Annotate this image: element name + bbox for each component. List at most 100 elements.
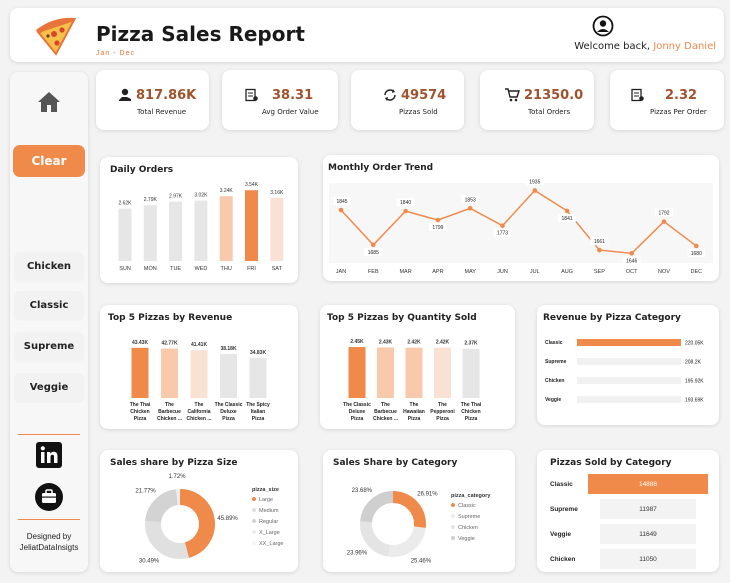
tick-label: The: [165, 402, 174, 408]
data-label: 3.02K: [194, 193, 208, 199]
data-label-bg: [558, 213, 577, 222]
slice: [360, 521, 391, 557]
linkedin-icon[interactable]: [36, 442, 62, 468]
brand-label: JeliatDataInsigts: [19, 543, 79, 552]
tick-label: The: [438, 402, 447, 408]
legend-label: Medium: [259, 508, 279, 514]
bar: [577, 358, 676, 365]
data-label: 1680: [691, 251, 702, 257]
data-point: [564, 208, 570, 214]
portfolio-icon[interactable]: [34, 482, 64, 512]
tick-label: Classic: [545, 340, 563, 346]
data-point: [500, 223, 505, 228]
data-label-bg: [428, 223, 447, 232]
tick-label: The Spicy: [246, 402, 270, 408]
tick-label: The Thai: [130, 402, 151, 408]
data-label: 2.97K: [169, 194, 183, 200]
filter-chicken-button[interactable]: Chicken: [14, 252, 84, 282]
tick-label: Hawaiian: [403, 409, 425, 415]
legend-label: Veggie: [458, 536, 475, 542]
tick-label: JUN: [497, 269, 508, 275]
bar: [249, 357, 267, 398]
row-label: Supreme: [550, 506, 578, 513]
chart-title: Pizzas Sold by Category: [550, 458, 672, 468]
data-point: [371, 242, 376, 248]
data-label-bg: [590, 237, 609, 246]
data-label-bg: [687, 248, 706, 257]
divider: [18, 434, 80, 435]
filter-veggie-button[interactable]: Veggie: [14, 373, 84, 403]
data-label: 2.79K: [144, 197, 158, 203]
data-label: 23.96%: [347, 551, 368, 557]
data-label: 41.41K: [191, 342, 208, 348]
slice: [145, 489, 179, 523]
data-label: 38.18K: [220, 346, 237, 352]
tick-label: Supreme: [545, 359, 567, 365]
tick-label: The: [410, 402, 419, 408]
tick-label: SAT: [272, 266, 283, 272]
tick-label: JUL: [530, 269, 540, 275]
refresh-dollar-icon: [384, 89, 396, 101]
tick-label: AUG: [561, 269, 573, 275]
kpi-value: 817.86K: [136, 88, 197, 103]
kpi-label: Avg Order Value: [262, 108, 319, 116]
tick-label: NOV: [658, 269, 670, 275]
tick-label: Pizza: [408, 416, 421, 422]
filter-classic-button[interactable]: Classic: [14, 291, 84, 321]
slice: [145, 520, 189, 559]
legend-label: XX_Large: [259, 541, 283, 547]
data-label: 23.68%: [352, 488, 373, 494]
data-point: [338, 207, 344, 213]
kpi-pizzas-per-order: 2.32 Pizzas Per Order: [610, 70, 724, 130]
designed-by-label: Designed by: [26, 532, 72, 541]
tick-label: SUN: [119, 266, 131, 272]
data-label: 2.62K: [118, 201, 132, 207]
monthly-trend-chart: 1845 JAN 1685 FEB 1840 MAR 1799 APR 1853 MAY 1773 J…: [329, 177, 713, 275]
bar: [405, 347, 423, 398]
data-point: [597, 247, 602, 253]
data-label: 1.72%: [169, 474, 187, 480]
bar: [245, 190, 258, 261]
user-name: Jonny Daniel: [653, 41, 716, 52]
legend-label: Regular: [259, 519, 278, 525]
tick-label: Chicken ...: [373, 416, 399, 422]
home-icon[interactable]: [36, 90, 62, 114]
filter-supreme-button[interactable]: Supreme: [14, 332, 84, 362]
data-label: 2.42K: [407, 340, 421, 346]
data-point: [629, 251, 634, 256]
bar: [190, 350, 208, 398]
receipt-icon: [631, 88, 644, 102]
legend-marker: [451, 536, 455, 540]
clear-button[interactable]: Clear: [13, 145, 85, 177]
tick-label: Chicken: [545, 378, 564, 384]
user-icon: [592, 15, 614, 37]
data-label: 3.54K: [245, 182, 259, 188]
chart-title: Revenue by Pizza Category: [543, 313, 681, 323]
top-revenue-card: Top 5 Pizzas by Revenue 43.43K The Thai Ch…: [100, 305, 298, 429]
bar: [220, 353, 237, 398]
value-text: 11987: [639, 506, 657, 513]
revenue-category-chart: Classic 220.05K Supreme 208.2K Chicken 195.92…: [545, 339, 704, 404]
slice: [179, 489, 215, 558]
tick-label: Pizza: [465, 416, 478, 422]
tick-label: APR: [432, 269, 443, 275]
slice: [360, 491, 394, 523]
legend-marker: [451, 525, 455, 529]
data-point: [403, 208, 408, 214]
tick-label: Pizza: [222, 416, 235, 422]
data-label-bg: [622, 256, 641, 265]
tick-label: Barbecue: [158, 409, 181, 415]
data-label: 193.69K: [685, 398, 704, 404]
legend-marker: [252, 519, 256, 523]
sidebar: Clear Chicken Classic Supreme Veggie Des…: [10, 72, 88, 572]
tick-label: MAY: [464, 269, 476, 275]
data-label: 26.91%: [417, 491, 438, 497]
legend-marker: [451, 503, 455, 507]
tick-label: Pizza: [436, 416, 449, 422]
chart-title: Sales Share by Category: [333, 458, 458, 468]
data-label: 2.45K: [350, 339, 364, 345]
chart-title: Sales share by Pizza Size: [110, 458, 238, 468]
tick-label: Chicken: [461, 409, 480, 415]
data-point: [435, 217, 441, 223]
legend-label: Chicken: [458, 525, 478, 531]
